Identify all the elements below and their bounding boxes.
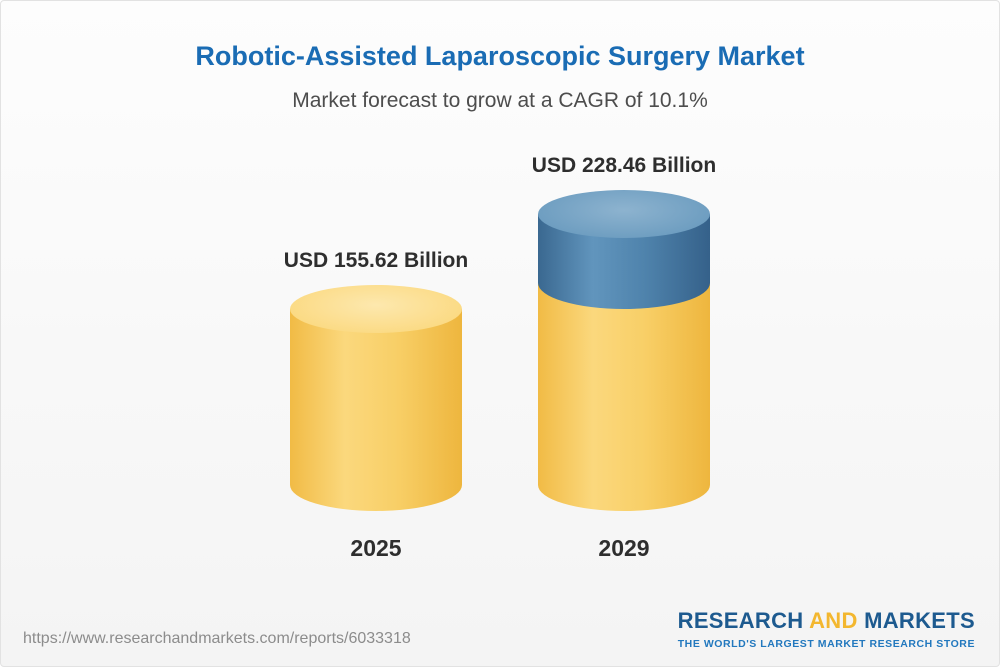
page-title: Robotic-Assisted Laparoscopic Surgery Ma… bbox=[195, 41, 805, 71]
cylinder-2029-base-body bbox=[538, 282, 710, 511]
cylinder-2029-base-segment bbox=[538, 282, 710, 511]
bar-chart: USD 155.62 Billion 2025 USD 228.46 Billi… bbox=[1, 154, 999, 562]
category-label-2025: 2025 bbox=[350, 535, 402, 561]
logo-word-and: AND bbox=[809, 608, 858, 633]
cylinder-2025 bbox=[290, 284, 462, 511]
cylinder-2029-top-ellipse bbox=[538, 190, 710, 239]
value-label-2029: USD 228.46 Billion bbox=[531, 154, 717, 178]
page-subtitle: Market forecast to grow at a CAGR of 10.… bbox=[292, 89, 708, 112]
cylinder-2029-growth-segment bbox=[538, 190, 710, 309]
logo-wordmark: RESEARCH AND MARKETS bbox=[678, 608, 975, 634]
bar-group-2025: USD 155.62 Billion 2025 bbox=[284, 249, 468, 562]
bar-group-2029: USD 228.46 Billion 2029 bbox=[532, 154, 716, 562]
value-label-2025: USD 155.62 Billion bbox=[283, 248, 469, 272]
report-url: https://www.researchandmarkets.com/repor… bbox=[23, 630, 411, 647]
logo-word-research: RESEARCH bbox=[677, 608, 804, 633]
cylinder-2025-top-ellipse bbox=[290, 284, 462, 333]
cylinder-2025-body bbox=[290, 308, 462, 511]
category-label-2029: 2029 bbox=[598, 535, 650, 561]
logo-tagline: THE WORLD'S LARGEST MARKET RESEARCH STOR… bbox=[677, 638, 975, 650]
cylinder-2029 bbox=[538, 190, 710, 511]
research-and-markets-logo: RESEARCH AND MARKETS THE WORLD'S LARGEST… bbox=[678, 608, 975, 650]
logo-word-markets: MARKETS bbox=[864, 608, 975, 633]
